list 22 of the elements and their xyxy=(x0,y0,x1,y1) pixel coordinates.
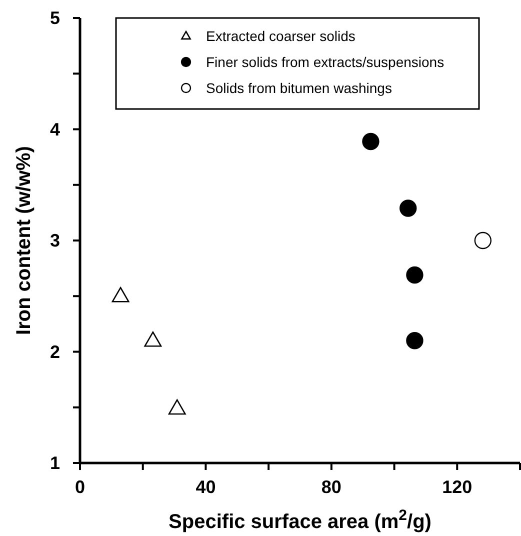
point xyxy=(168,399,186,415)
y-axis-title: Iron content (w/w%) xyxy=(13,146,35,335)
point xyxy=(406,332,424,350)
x-tick-label: 0 xyxy=(74,477,86,497)
y-tick-label: 4 xyxy=(50,119,60,140)
x-tick-label: 80 xyxy=(321,477,342,497)
point xyxy=(362,132,380,150)
point xyxy=(474,232,492,250)
y-tick-label: 1 xyxy=(50,453,60,473)
point xyxy=(406,266,424,284)
x-axis-title: Specific surface area (m$^{2}$/g) xyxy=(168,506,432,533)
point xyxy=(400,200,417,217)
point xyxy=(112,286,130,302)
point xyxy=(144,331,162,347)
legend-label: Finer solids from extracts/suspensions xyxy=(206,54,444,70)
legend-label: Solids from bitumen washings xyxy=(206,80,392,96)
y-tick-label: 5 xyxy=(50,8,60,28)
x-tick-label: 120 xyxy=(442,477,472,497)
legend-label: Extracted coarser solids xyxy=(206,28,356,44)
y-tick-label: 3 xyxy=(50,230,60,250)
y-tick-label: 2 xyxy=(50,342,60,362)
x-tick-label: 40 xyxy=(196,477,216,497)
